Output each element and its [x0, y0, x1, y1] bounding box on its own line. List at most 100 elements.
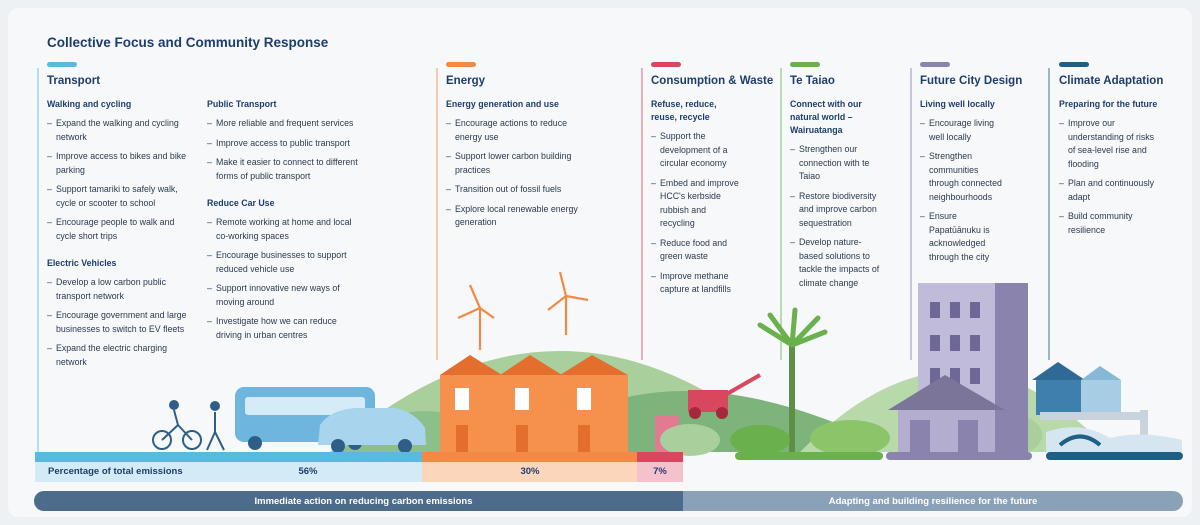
section: Consumption & Waste Refuse, reduce, reuse… — [651, 62, 773, 311]
column: Connect with our natural world – Wairuat… — [790, 98, 898, 304]
footer-left: Immediate action on reducing carbon emis… — [44, 496, 683, 507]
people — [153, 410, 224, 450]
column: Public Transport More reliable and freque… — [207, 98, 377, 383]
emission-share: 30% — [510, 466, 550, 477]
bullet-list: Expand the walking and cycling network Im… — [47, 117, 192, 249]
bullet-item: Strengthen our connection with te Taiao — [790, 143, 883, 184]
bullet-item: Improve access to public transport — [207, 137, 362, 151]
columns: Connect with our natural world – Wairuat… — [790, 98, 898, 304]
bullet-item: Investigate how we can reduce driving in… — [207, 315, 362, 342]
section-heading: Energy — [446, 75, 596, 87]
person-head — [210, 401, 220, 411]
bullet-item: Plan and continuously adapt — [1059, 177, 1156, 204]
bullet-item: Expand the walking and cycling network — [47, 117, 192, 144]
bullet-item: Support tamariki to safely walk, cycle o… — [47, 183, 192, 210]
infographic: Collective Focus and Community Response … — [0, 0, 1200, 525]
bullet-list: Remote working at home and local co-work… — [207, 216, 362, 348]
section-tab — [47, 62, 77, 67]
base-bar — [1046, 452, 1183, 460]
section-tab — [446, 62, 476, 67]
bullet-item: Encourage actions to reduce energy use — [446, 117, 581, 144]
base-bar — [35, 452, 422, 462]
section-tab — [1059, 62, 1089, 67]
section-tab — [651, 62, 681, 67]
bullet-item: Support the development of a circular ec… — [651, 130, 741, 171]
bullet-item: Ensure Papatūānuku is acknowledged throu… — [920, 210, 1010, 264]
bullet-item: Build community resilience — [1059, 210, 1156, 237]
section: Energy Energy generation and use Encourage… — [446, 62, 596, 244]
subheading: Reduce Car Use — [207, 197, 357, 210]
section-heading: Te Taiao — [790, 75, 898, 87]
bullet-item: Strengthen communities through connected… — [920, 150, 1010, 204]
bullet-list: Encourage actions to reduce energy use Su… — [446, 117, 581, 236]
section-heading: Consumption & Waste — [651, 75, 773, 87]
bullet-item: Encourage government and large businesse… — [47, 309, 192, 336]
bullet-list: Improve our understanding of risks of se… — [1059, 117, 1156, 243]
bullet-list: Encourage living well locally Strengthen … — [920, 117, 1010, 270]
bullet-item: Develop a low carbon public transport ne… — [47, 276, 192, 303]
section: Te Taiao Connect with our natural world –… — [790, 62, 898, 304]
bullet-list: Support the development of a circular ec… — [651, 130, 741, 303]
column: Preparing for the future Improve our unde… — [1059, 98, 1171, 251]
person-head — [169, 400, 179, 410]
bullet-item: Make it easier to connect to different f… — [207, 156, 362, 183]
houses — [440, 355, 628, 452]
bullet-item: Restore biodiversity and improve carbon … — [790, 190, 883, 231]
subheading: Public Transport — [207, 98, 357, 111]
bullet-item: Reduce food and green waste — [651, 237, 741, 264]
base-bar — [637, 452, 683, 462]
bullet-item: Explore local renewable energy generatio… — [446, 203, 581, 230]
bullet-item: Improve methane capture at landfills — [651, 270, 741, 297]
section-heading: Future City Design — [920, 75, 1025, 87]
emission-share: 7% — [640, 466, 680, 477]
bullet-item: Develop nature-based solutions to tackle… — [790, 236, 883, 290]
subheading: Electric Vehicles — [47, 257, 197, 270]
bullet-item: Improve our understanding of risks of se… — [1059, 117, 1156, 171]
bullet-item: Support lower carbon building practices — [446, 150, 581, 177]
city — [888, 283, 1028, 452]
subheading: Connect with our natural world – Wairuat… — [790, 98, 875, 137]
section-tab — [920, 62, 950, 67]
subheading: Living well locally — [920, 98, 1020, 111]
bullet-list: More reliable and frequent services Impro… — [207, 117, 362, 189]
columns: Energy generation and use Encourage actio… — [446, 98, 596, 244]
columns: Preparing for the future Improve our unde… — [1059, 98, 1171, 251]
bullet-item: Encourage living well locally — [920, 117, 1010, 144]
section: Future City Design Living well locally Enc… — [920, 62, 1025, 278]
subheading: Preparing for the future — [1059, 98, 1169, 111]
emission-label: Percentage of total emissions — [48, 466, 183, 477]
columns: Walking and cycling Expand the walking an… — [47, 98, 377, 383]
bullet-item: More reliable and frequent services — [207, 117, 362, 131]
section-heading: Climate Adaptation — [1059, 75, 1171, 87]
coast — [1032, 362, 1182, 452]
subheading: Walking and cycling — [47, 98, 197, 111]
columns: Living well locally Encourage living well… — [920, 98, 1025, 278]
base-bar — [886, 452, 1032, 460]
column: Energy generation and use Encourage actio… — [446, 98, 596, 244]
bullet-item: Expand the electric charging network — [47, 342, 192, 369]
title: Collective Focus and Community Response — [47, 35, 328, 50]
column: Living well locally Encourage living well… — [920, 98, 1025, 278]
bullet-item: Improve access to bikes and bike parking — [47, 150, 192, 177]
bullet-item: Encourage people to walk and cycle short… — [47, 216, 192, 243]
emission-share: 56% — [288, 466, 328, 477]
column: Refuse, reduce, reuse, recycle Support th… — [651, 98, 756, 311]
footer-right: Adapting and building resilience for the… — [683, 496, 1183, 507]
subheading: Energy generation and use — [446, 98, 596, 111]
subheading: Refuse, reduce, reuse, recycle — [651, 98, 736, 124]
bullet-item: Embed and improve HCC's kerbside rubbish… — [651, 177, 741, 231]
bullet-item: Support innovative new ways of moving ar… — [207, 282, 362, 309]
section-tab — [790, 62, 820, 67]
section: Climate Adaptation Preparing for the futu… — [1059, 62, 1171, 251]
bullet-list: Strengthen our connection with te Taiao R… — [790, 143, 883, 296]
column: Walking and cycling Expand the walking an… — [47, 98, 207, 383]
bullet-list: Develop a low carbon public transport ne… — [47, 276, 192, 375]
bullet-item: Transition out of fossil fuels — [446, 183, 581, 197]
bullet-item: Encourage businesses to support reduced … — [207, 249, 362, 276]
base-bar — [422, 452, 637, 462]
base-bar — [735, 452, 883, 460]
bullet-item: Remote working at home and local co-work… — [207, 216, 362, 243]
columns: Refuse, reduce, reuse, recycle Support th… — [651, 98, 773, 311]
wind-turbines — [458, 272, 588, 350]
